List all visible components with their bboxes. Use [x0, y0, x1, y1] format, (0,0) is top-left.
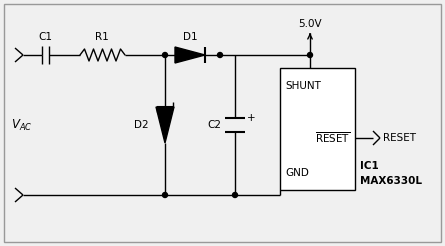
Circle shape	[162, 52, 167, 58]
Text: IC1: IC1	[360, 161, 379, 171]
Text: C2: C2	[207, 120, 221, 130]
Circle shape	[218, 52, 222, 58]
Circle shape	[162, 193, 167, 198]
Text: MAX6330L: MAX6330L	[360, 176, 422, 186]
Text: $\overline{\rm RESET}$: $\overline{\rm RESET}$	[315, 131, 350, 145]
Text: D1: D1	[183, 32, 197, 42]
Polygon shape	[156, 107, 174, 143]
Circle shape	[307, 52, 312, 58]
Text: RESET: RESET	[383, 133, 416, 143]
Text: SHUNT: SHUNT	[285, 81, 321, 91]
Text: C1: C1	[38, 32, 52, 42]
Text: R1: R1	[95, 32, 109, 42]
Text: D2: D2	[134, 120, 149, 130]
Text: +: +	[247, 113, 255, 123]
Bar	[280, 68, 355, 190]
Polygon shape	[175, 47, 205, 63]
Text: 5.0V: 5.0V	[298, 19, 322, 29]
Text: $V_{AC}$: $V_{AC}$	[11, 117, 32, 133]
Circle shape	[232, 193, 238, 198]
Text: GND: GND	[285, 168, 309, 178]
